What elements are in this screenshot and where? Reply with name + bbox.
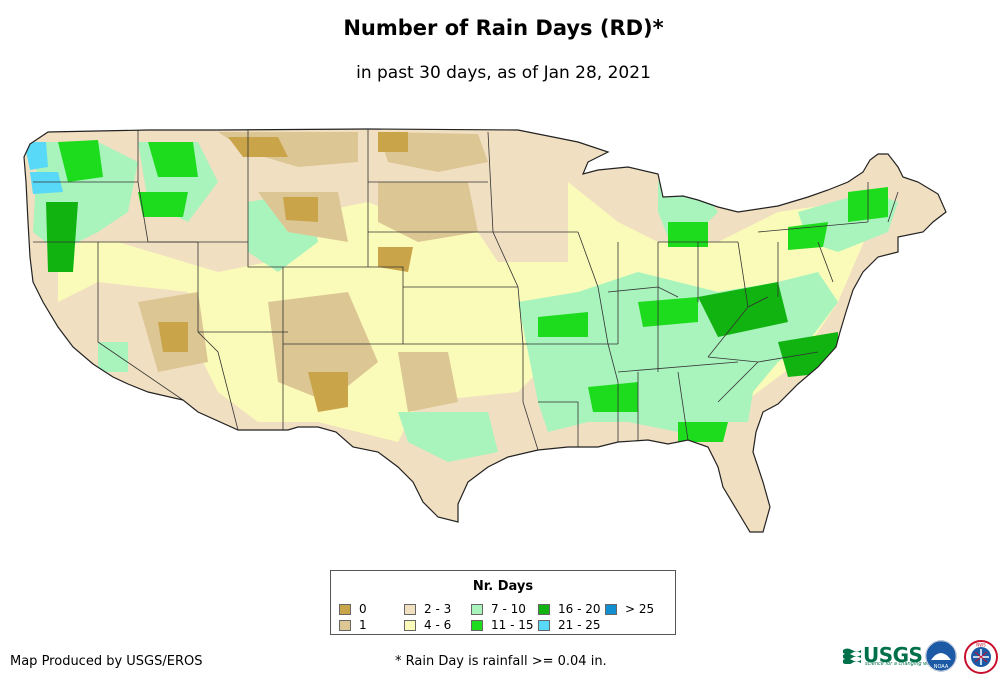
us-rain-days-map <box>23 128 947 533</box>
legend-item-4: 7 - 10 <box>471 602 526 616</box>
nws-text: NWS <box>976 643 986 648</box>
legend-title: Nr. Days <box>472 579 534 594</box>
legend-label: > 25 <box>625 602 655 616</box>
legend-swatch <box>339 603 351 615</box>
rain-day-footnote: * Rain Day is rainfall >= 0.04 in. <box>395 654 607 669</box>
legend-swatch <box>471 603 483 615</box>
legend-label: 11 - 15 <box>491 618 534 632</box>
legend-item-3: 4 - 6 <box>404 618 451 632</box>
legend-item-6: 16 - 20 <box>538 602 601 616</box>
noaa-logo-icon: NOAA <box>925 640 957 672</box>
legend-swatch <box>605 603 617 615</box>
usgs-wordmark: USGS <box>863 643 923 667</box>
noaa-text: NOAA <box>934 664 949 670</box>
usgs-logo: USGS <box>843 643 923 667</box>
legend-label: 4 - 6 <box>424 618 452 632</box>
legend: Nr. Days 0 1 2 - 3 4 - 6 7 - 10 11 - 15 … <box>330 570 676 635</box>
legend-swatch <box>538 603 550 615</box>
map-credit: Map Produced by USGS/EROS <box>10 654 203 669</box>
legend-label: 21 - 25 <box>558 618 601 632</box>
legend-label: 2 - 3 <box>424 602 452 616</box>
legend-swatch <box>339 619 351 631</box>
legend-swatch <box>404 619 416 631</box>
map-subtitle: in past 30 days, as of Jan 28, 2021 <box>356 63 651 83</box>
legend-item-2: 2 - 3 <box>404 602 451 616</box>
legend-label: 0 <box>359 602 367 616</box>
usgs-tagline: science for a changing world <box>865 661 937 667</box>
legend-swatch <box>404 603 416 615</box>
legend-item-0: 0 <box>339 602 367 616</box>
nws-logo-icon: NWS <box>964 640 998 674</box>
legend-item-1: 1 <box>339 618 367 632</box>
legend-label: 7 - 10 <box>491 602 526 616</box>
legend-item-7: 21 - 25 <box>538 618 601 632</box>
legend-swatch <box>471 619 483 631</box>
legend-item-5: 11 - 15 <box>471 618 534 632</box>
map-title: Number of Rain Days (RD)* <box>343 16 664 40</box>
legend-item-8: > 25 <box>605 602 654 616</box>
agency-logos: USGS science for a changing world NOAA N… <box>843 638 1003 674</box>
legend-label: 1 <box>359 618 367 632</box>
usgs-wave-icon <box>843 648 861 664</box>
legend-label: 16 - 20 <box>558 602 601 616</box>
legend-swatch <box>538 619 550 631</box>
